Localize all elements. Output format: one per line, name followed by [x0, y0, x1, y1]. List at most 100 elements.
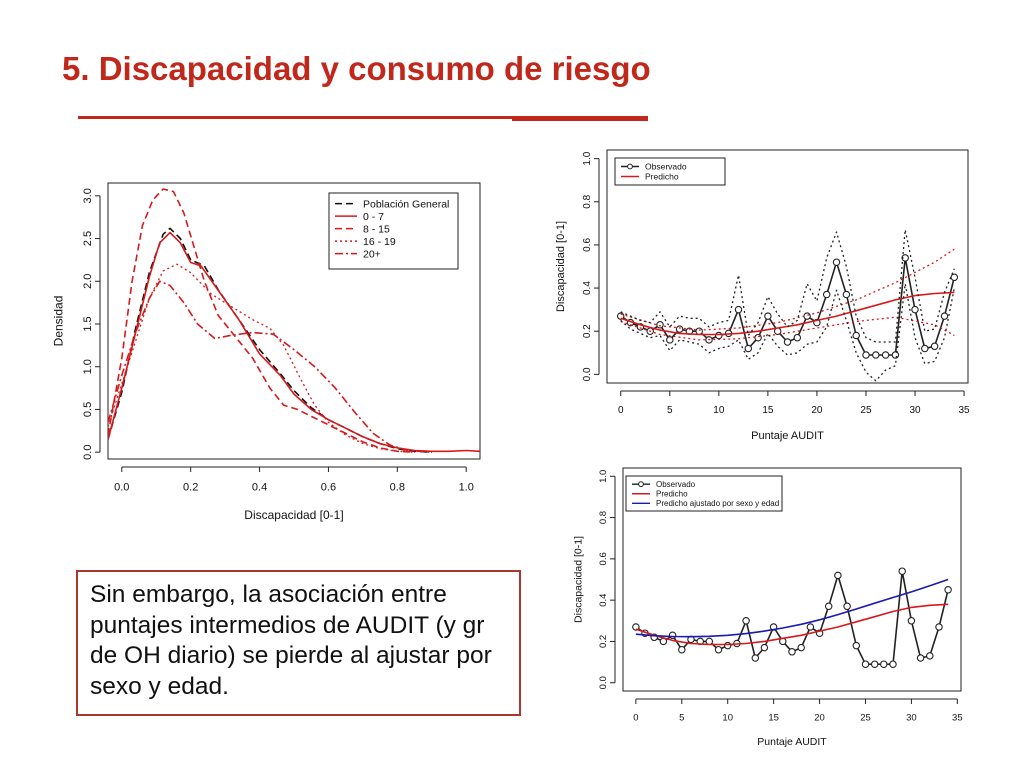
- data-point: [806, 623, 815, 631]
- y-tick-label: 0.0: [82, 445, 94, 460]
- data-point: [803, 312, 811, 320]
- data-point: [842, 290, 851, 299]
- series-line-0-7: [108, 231, 480, 453]
- x-tick-label: 0.4: [252, 481, 267, 493]
- y-axis-label: Densidad: [51, 296, 65, 347]
- x-tick-label: 35: [959, 405, 971, 416]
- data-point: [675, 325, 684, 333]
- legend-box: [625, 475, 783, 512]
- data-point: [751, 654, 760, 662]
- legend-label: Predicho: [656, 490, 688, 499]
- data-point: [852, 641, 861, 650]
- y-axis-label: Discapacidad [0-1]: [555, 221, 567, 312]
- y-tick-label: 0.6: [598, 552, 609, 565]
- data-point: [926, 652, 934, 660]
- data-point: [797, 643, 805, 652]
- legend-label: Observado: [645, 161, 687, 171]
- y-tick-label: 1.0: [582, 151, 593, 165]
- data-point: [695, 327, 703, 335]
- legend-label: 8 - 15: [363, 223, 390, 235]
- data-point: [891, 351, 900, 359]
- y-tick-label: 0.4: [598, 594, 609, 607]
- series-line-predicho: [635, 603, 949, 646]
- audit-disability-chart: 0 5 10 15 20 25 30 35 Puntaje AUDIT 0.0 0.2 0.4 0.6 0…: [555, 149, 971, 442]
- legend-box: [328, 192, 459, 270]
- data-point: [754, 333, 762, 342]
- x-tick-label: 20: [811, 405, 823, 416]
- data-point: [950, 273, 959, 282]
- data-point: [744, 344, 753, 353]
- data-point: [911, 305, 919, 314]
- data-point: [907, 617, 916, 625]
- series-line-predicho: [620, 291, 955, 336]
- legend-box: [614, 157, 726, 186]
- data-point: [843, 602, 851, 611]
- data-point: [760, 643, 769, 652]
- y-tick-label: 0.0: [582, 367, 593, 381]
- x-tick-label: 0: [618, 405, 624, 416]
- data-point: [935, 623, 943, 631]
- legend-label: Población General: [363, 198, 449, 210]
- x-tick-label: 0.0: [114, 481, 129, 493]
- x-tick-label: 0.2: [183, 481, 198, 493]
- slide-title: 5. Discapacidad y consumo de riesgo: [62, 50, 651, 87]
- legend-marker: [638, 481, 644, 488]
- data-point: [824, 602, 833, 611]
- data-point: [668, 631, 677, 640]
- data-point: [714, 645, 723, 654]
- y-tick-label: 1.0: [598, 470, 609, 483]
- x-tick-label: 30: [909, 405, 921, 416]
- callout-text: Sin embargo, la asociación entre puntaje…: [90, 581, 492, 700]
- x-tick-label: 5: [667, 405, 673, 416]
- x-tick-label: 20: [814, 712, 825, 723]
- data-point: [734, 305, 743, 314]
- data-point: [872, 351, 880, 359]
- callout-box: Sin embargo, la asociación entre puntaje…: [76, 570, 521, 716]
- data-point: [742, 617, 750, 625]
- audit-disability-adjusted-chart: 0 5 10 15 20 25 30 35 Puntaje AUDIT 0.0 0.2 0.4 0.6 0…: [572, 467, 963, 748]
- x-tick-label: 0.6: [321, 481, 336, 493]
- legend-label: Observado: [656, 480, 696, 489]
- x-tick-label: 25: [860, 712, 871, 723]
- data-point: [881, 351, 890, 359]
- y-tick-label: 2.5: [82, 231, 94, 246]
- y-tick-label: 0.2: [582, 324, 593, 338]
- data-point: [666, 336, 674, 344]
- y-axis-label: Discapacidad [0-1]: [572, 536, 584, 623]
- data-point: [783, 338, 792, 346]
- data-point: [764, 312, 772, 320]
- data-point: [852, 331, 860, 340]
- legend-label: 16 - 19: [363, 236, 396, 248]
- data-point: [861, 660, 870, 668]
- data-point: [632, 623, 640, 631]
- x-axis-label: Puntaje AUDIT: [757, 736, 827, 748]
- y-tick-label: 0.8: [598, 511, 609, 524]
- x-tick-label: 30: [906, 712, 917, 723]
- data-point: [921, 344, 929, 353]
- x-tick-label: 10: [713, 405, 725, 416]
- data-point: [889, 660, 897, 668]
- series-line-16-19: [108, 263, 415, 453]
- density-chart: 0.0 0.2 0.4 0.6 0.8 1.0 Discapacidad [0-1] 0.0 0…: [51, 182, 481, 522]
- data-point: [940, 312, 949, 320]
- data-point: [715, 331, 723, 340]
- series-line-20: [108, 280, 432, 453]
- x-tick-label: 35: [952, 712, 963, 723]
- y-tick-label: 0.8: [582, 194, 593, 208]
- x-tick-label: 0: [633, 712, 638, 723]
- plot-frame: [622, 467, 962, 692]
- y-tick-label: 0.0: [598, 676, 609, 689]
- legend-label: 20+: [363, 248, 381, 260]
- y-tick-label: 1.5: [82, 316, 94, 331]
- y-tick-label: 3.0: [82, 188, 94, 203]
- data-point: [656, 321, 664, 329]
- data-point: [832, 258, 841, 266]
- y-tick-label: 0.6: [582, 238, 593, 252]
- x-tick-label: 1.0: [459, 481, 474, 493]
- data-point: [880, 660, 888, 668]
- x-tick-label: 25: [860, 405, 872, 416]
- y-tick-label: 1.0: [82, 359, 94, 374]
- x-axis-label: Discapacidad [0-1]: [244, 508, 343, 522]
- legend-label: 0 - 7: [363, 211, 384, 223]
- series-line-band: [620, 316, 955, 341]
